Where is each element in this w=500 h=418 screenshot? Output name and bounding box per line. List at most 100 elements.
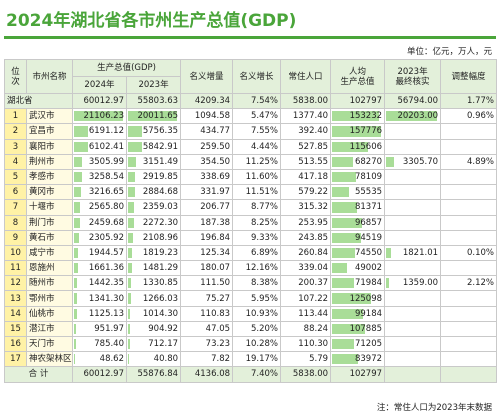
- cell: [440, 138, 498, 155]
- cell: 14: [4, 305, 27, 322]
- cell-text: 荆州市: [29, 156, 55, 167]
- cell: 5.47%: [232, 108, 282, 125]
- cell: 260.84: [280, 244, 332, 262]
- data-bar: [386, 247, 391, 259]
- cell-text: 73.23: [205, 339, 231, 350]
- cell: [384, 184, 442, 201]
- cell: 8.77%: [232, 199, 282, 216]
- cell: 111.50: [180, 275, 234, 292]
- data-bar: [128, 126, 143, 137]
- cell: 94519: [330, 229, 386, 246]
- cell-text: 17: [10, 354, 21, 365]
- cell: 81371: [330, 199, 386, 216]
- cell: 206.77: [180, 199, 234, 216]
- cell: 10.93%: [232, 305, 282, 322]
- cell-text: 13: [10, 293, 21, 304]
- data-bar: [74, 111, 123, 122]
- cell-text: 十堰市: [29, 202, 55, 213]
- cell: 3151.49: [125, 153, 182, 170]
- cell-text: 7: [12, 202, 19, 213]
- cell: 20011.65: [125, 108, 182, 125]
- unit: 单位：亿元，万人，元: [406, 47, 492, 57]
- cell-text: 2565.80: [88, 202, 124, 213]
- cell: [440, 168, 498, 186]
- data-row: 13 鄂州市 1341.30 1266.03 75.27 5.95% 107.22 12509…: [4, 290, 498, 307]
- cell-text: 5.79: [309, 354, 329, 365]
- cell-text: 196.84: [200, 232, 231, 243]
- cell: 12: [4, 275, 27, 292]
- cell: [440, 199, 498, 216]
- cell: 6.89%: [232, 244, 282, 262]
- cell-text: 55535: [354, 187, 383, 198]
- cell: 68270: [330, 153, 386, 170]
- cell: 17: [4, 351, 27, 368]
- data-bar: [332, 171, 357, 183]
- cell: [384, 290, 442, 307]
- data-bar: [332, 263, 348, 274]
- cell: [384, 214, 442, 231]
- cell: 5.20%: [232, 320, 282, 338]
- cell: 180.07: [180, 260, 234, 277]
- cell: 2305.92: [72, 229, 127, 246]
- data-bar: [332, 202, 358, 213]
- cell: 随州市: [26, 275, 73, 292]
- data-bar: [332, 141, 368, 152]
- cell-text: 60012.97: [83, 96, 124, 107]
- cell-text: 仙桃市: [29, 308, 55, 319]
- cell: 338.69: [180, 168, 234, 186]
- cell-text: 6102.41: [88, 141, 124, 152]
- cell: 7.82: [180, 351, 234, 368]
- cell: [384, 199, 442, 216]
- header-cell: 名义增长: [232, 59, 282, 94]
- cell-text: 107885: [349, 323, 383, 334]
- cell-text: 天门市: [29, 339, 55, 350]
- cell: 3258.54: [72, 168, 127, 186]
- cell-text: 48.62: [99, 354, 124, 365]
- data-bar: [74, 156, 83, 167]
- cell: 74550: [330, 244, 386, 262]
- cell: 102797: [330, 92, 386, 110]
- data-bar: [332, 323, 366, 334]
- cell-text: 88.24: [303, 323, 329, 334]
- cell: 1481.29: [125, 260, 182, 277]
- cell-text: 黄石市: [29, 232, 55, 243]
- cell: 107885: [330, 320, 386, 338]
- title: 2024年湖北省各市州生产总值(GDP): [6, 11, 297, 31]
- cell: 83972: [330, 351, 386, 368]
- cell: 904.92: [125, 320, 182, 338]
- header-cell: 2023年 最终核实: [384, 59, 442, 94]
- data-bar: [128, 187, 136, 198]
- header-cell: 名义增量: [180, 59, 234, 94]
- data-row: 1 武汉市 21106.23 20011.65 1094.58 5.47% 1377.40 1…: [4, 108, 498, 125]
- cell-text: 71205: [354, 339, 383, 350]
- header-text: 2023年: [397, 66, 428, 77]
- cell-text: 宜昌市: [29, 126, 55, 137]
- cell-text: 111.50: [200, 278, 231, 289]
- cell: 71205: [330, 335, 386, 353]
- cell-text: 55876.84: [137, 369, 179, 380]
- cell-text: 10.28%: [245, 339, 279, 350]
- cell: 2108.96: [125, 229, 182, 246]
- cell: 96857: [330, 214, 386, 231]
- cell-text: 331.97: [200, 187, 231, 198]
- cell: 55803.63: [125, 92, 182, 110]
- cell: [440, 229, 498, 246]
- cell-text: 咸宁市: [29, 247, 55, 258]
- data-bar: [332, 308, 363, 319]
- cell-text: 260.84: [298, 247, 329, 258]
- data-bar: [128, 247, 133, 259]
- cell-text: 5.95%: [251, 293, 279, 304]
- data-bar: [74, 247, 79, 259]
- cell: 3505.99: [72, 153, 127, 170]
- cell-text: 434.77: [200, 126, 231, 137]
- cell: [384, 305, 442, 322]
- cell: 7.54%: [232, 92, 282, 110]
- header-text: 最终核实: [395, 76, 430, 87]
- cell: 2272.30: [125, 214, 182, 231]
- cell: 78109: [330, 168, 386, 186]
- data-bar: [74, 171, 82, 183]
- cell-text: 47.05: [205, 323, 231, 334]
- data-bar: [332, 247, 356, 259]
- cell: [440, 260, 498, 277]
- cell-text: 2919.85: [142, 172, 179, 183]
